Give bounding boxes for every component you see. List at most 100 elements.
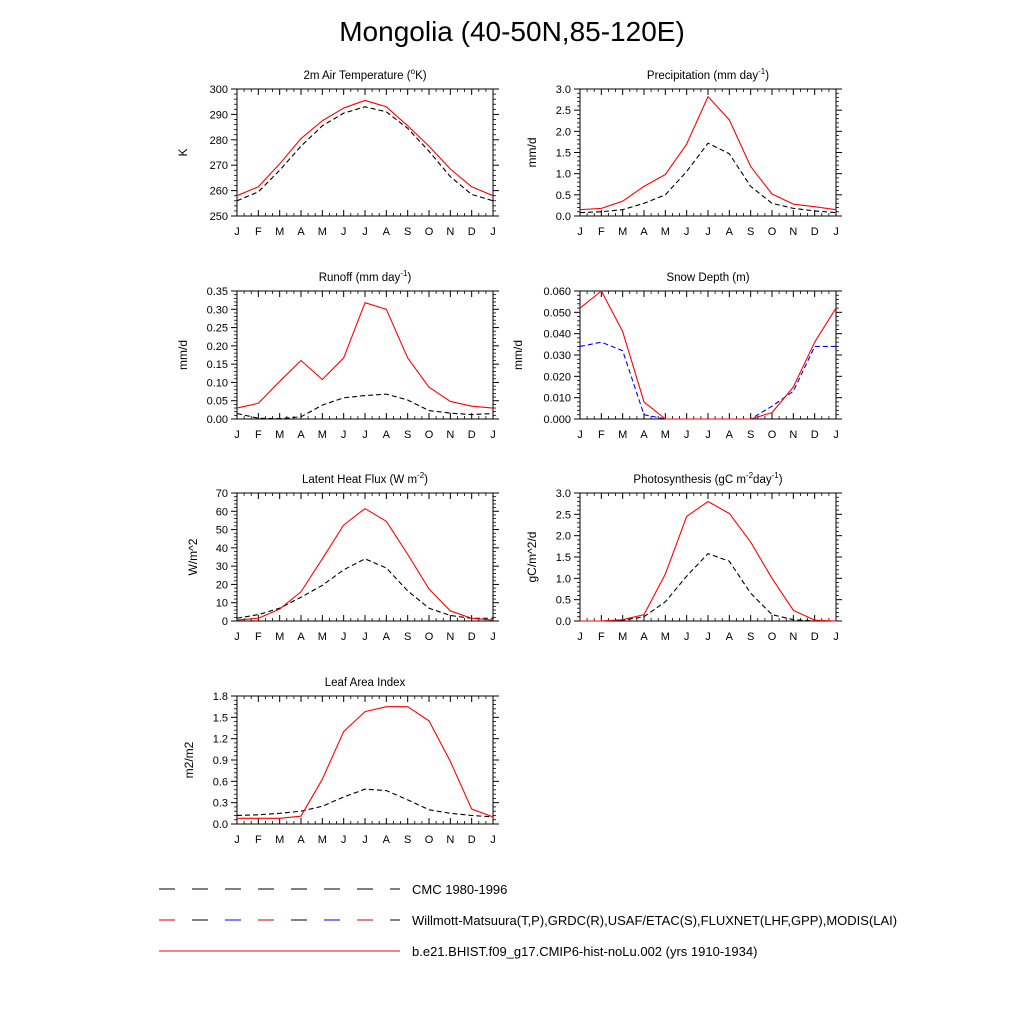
y-tick-label: 1.2 [213, 734, 228, 746]
series-line-model [236, 99, 494, 197]
y-tick-label: 0.05 [207, 396, 228, 408]
y-tick-label: 0.20 [207, 341, 228, 353]
x-tick-label: O [768, 631, 777, 643]
plot-frame [579, 88, 837, 217]
y-tick-label: 70 [216, 488, 228, 500]
series-line-obs [236, 558, 493, 619]
plot-frame [236, 290, 494, 420]
chart-panel-1: J F M A M J J A S O N D J 250 260 270 280 290 300 2m Air Te… [176, 67, 499, 238]
x-tick-label: N [446, 226, 454, 238]
x-tick-label: J [490, 226, 496, 238]
x-tick-label: J [833, 226, 839, 238]
x-tick-label: F [255, 631, 262, 643]
y-tick-label: 0.30 [207, 304, 228, 316]
x-tick-label: J [341, 429, 347, 441]
legend-label: CMC 1980-1996 [412, 882, 507, 897]
series-line-model [579, 96, 837, 211]
y-tick-label: 0.060 [543, 286, 571, 298]
x-tick-label: J [490, 429, 496, 441]
x-tick-label: N [446, 631, 454, 643]
x-tick-label: J [705, 631, 711, 643]
legend-entry-2: Willmott-Matsuura(T,P),GRDC(R),USAF/ETAC… [159, 913, 897, 928]
y-tick-label: 0.10 [207, 377, 228, 389]
x-tick-label: N [789, 429, 797, 441]
x-tick-label: N [789, 631, 797, 643]
y-tick-label: 1.0 [556, 169, 571, 181]
y-tick-label: 3.0 [556, 488, 571, 500]
y-tick-label: 50 [216, 525, 228, 537]
x-tick-label: M [618, 631, 627, 643]
y-tick-label: 1.5 [556, 148, 571, 160]
y-axis-label: gC/m^2/d [525, 532, 539, 583]
x-tick-label: J [684, 631, 690, 643]
x-tick-label: A [640, 631, 648, 643]
x-tick-label: J [705, 429, 711, 441]
series-line-obs [580, 553, 836, 622]
y-tick-label: 0.25 [207, 323, 228, 335]
y-tick-label: 2.5 [556, 105, 571, 117]
x-tick-label: M [275, 834, 284, 846]
x-tick-label: N [789, 226, 797, 238]
x-tick-label: A [726, 429, 734, 441]
x-tick-label: F [598, 631, 605, 643]
y-tick-label: 3.0 [556, 84, 571, 96]
x-tick-label: F [255, 226, 262, 238]
x-tick-label: J [684, 429, 690, 441]
x-tick-label: F [598, 226, 605, 238]
x-tick-label: J [234, 429, 240, 441]
legend-entry-1: CMC 1980-1996 [159, 882, 507, 897]
series-line-obs [236, 393, 494, 420]
x-tick-label: O [768, 429, 777, 441]
x-tick-label: J [362, 226, 368, 238]
y-tick-label: 40 [216, 543, 228, 555]
y-tick-label: 290 [210, 109, 228, 121]
x-tick-label: D [468, 429, 476, 441]
chart-panel-7: J F M A M J J A S O N D J 0.0 0.3 0.6 0.9 1.2 1.5 1.8 Leaf A… [182, 677, 499, 846]
legend-label: b.e21.BHIST.f09_g17.CMIP6-hist-noLu.002 … [412, 944, 757, 959]
series-line-model [236, 507, 494, 621]
series-line-obs_snow [579, 341, 836, 420]
x-tick-label: J [490, 631, 496, 643]
x-tick-label: M [275, 631, 284, 643]
x-tick-label: J [577, 631, 583, 643]
x-tick-label: M [318, 429, 327, 441]
y-tick-label: 0.35 [207, 286, 228, 298]
chart-panel-2: J F M A M J J A S O N D J 0.0 0.5 1.0 1.5 2.0 2.5 3.0 Precip… [525, 67, 842, 238]
x-tick-label: S [747, 429, 754, 441]
x-tick-label: S [404, 631, 411, 643]
x-tick-label: N [446, 834, 454, 846]
x-tick-label: D [468, 631, 476, 643]
x-tick-label: D [811, 429, 819, 441]
x-tick-label: S [404, 429, 411, 441]
y-tick-label: 0.6 [213, 776, 228, 788]
y-tick-label: 270 [210, 160, 228, 172]
y-tick-label: 60 [216, 506, 228, 518]
x-tick-label: N [446, 429, 454, 441]
x-tick-label: S [404, 834, 411, 846]
series-line-model [580, 500, 837, 622]
x-tick-label: A [297, 429, 305, 441]
y-tick-label: 0.0 [213, 819, 228, 831]
y-tick-label: 2.0 [556, 531, 571, 543]
x-tick-label: J [362, 631, 368, 643]
y-axis-label: m2/m2 [182, 741, 196, 778]
x-tick-label: M [318, 631, 327, 643]
y-tick-label: 0.010 [543, 393, 571, 405]
x-tick-label: O [425, 834, 434, 846]
series-line-model [237, 706, 494, 819]
y-tick-label: 280 [210, 135, 228, 147]
x-tick-label: J [234, 226, 240, 238]
y-axis-label: W/m^2 [186, 538, 200, 575]
chart-title: Snow Depth (m) [666, 272, 749, 284]
chart-title: Runoff (mm day-1) [319, 269, 412, 284]
x-tick-label: M [618, 429, 627, 441]
x-tick-label: J [833, 631, 839, 643]
y-tick-label: 20 [216, 579, 228, 591]
x-tick-label: J [234, 834, 240, 846]
plot-frame [579, 290, 837, 420]
x-tick-label: M [318, 226, 327, 238]
y-tick-label: 2.0 [556, 126, 571, 138]
x-tick-label: M [275, 429, 284, 441]
x-tick-label: M [661, 429, 670, 441]
